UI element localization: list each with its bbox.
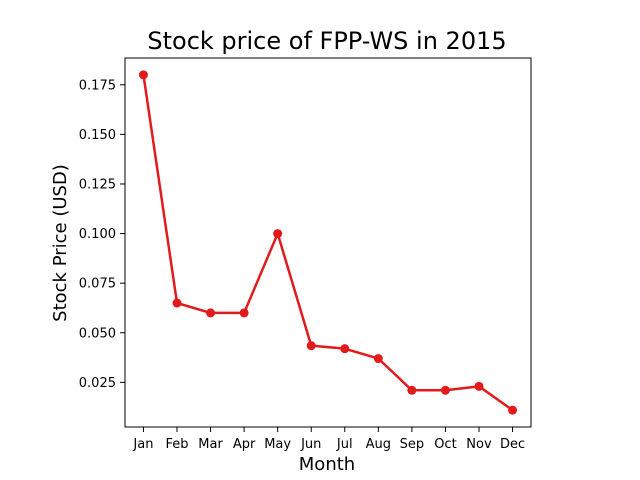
x-tick-label: Sep	[400, 437, 425, 452]
y-axis: 0.025 0.050 0.075 0.100 0.125 0.150 0.175	[79, 78, 125, 391]
x-tick-label: Nov	[466, 437, 492, 452]
data-point	[340, 344, 350, 354]
x-tick-label: Dec	[500, 437, 525, 452]
x-tick-label: Oct	[434, 437, 456, 452]
x-tick-label: Jun	[300, 437, 321, 452]
chart-title: Stock price of FPP-WS in 2015	[147, 27, 506, 55]
x-tick-label: Jul	[336, 437, 353, 452]
data-point	[138, 70, 148, 80]
y-tick-label: 0.025	[79, 376, 116, 391]
data-point	[239, 308, 249, 318]
data-point	[172, 298, 182, 308]
series-price	[138, 70, 518, 415]
data-point	[440, 385, 450, 395]
x-axis-label: Month	[299, 454, 355, 475]
data-point	[474, 381, 484, 391]
plot-frame	[124, 57, 532, 428]
data-point	[206, 308, 216, 318]
x-tick-label: Jan	[132, 437, 153, 452]
x-tick-label: Apr	[233, 437, 256, 452]
series-line	[142, 74, 514, 412]
data-point	[306, 341, 316, 351]
x-axis: Jan Feb Mar Apr May Jun Jul Aug Sep Oct Nov Dec	[132, 427, 525, 452]
x-tick-label: Mar	[198, 437, 223, 452]
data-point	[373, 354, 383, 364]
y-tick-label: 0.150	[79, 128, 116, 143]
x-tick-label: May	[264, 437, 291, 452]
x-tick-label: Feb	[165, 437, 188, 452]
y-tick-label: 0.075	[79, 277, 116, 292]
y-tick-label: 0.125	[79, 177, 116, 192]
data-point	[508, 405, 518, 415]
y-tick-label: 0.050	[79, 326, 116, 341]
plot-area	[124, 57, 532, 428]
data-point	[407, 385, 417, 395]
data-point	[273, 229, 283, 239]
y-tick-label: 0.175	[79, 78, 116, 93]
x-tick-label: Aug	[366, 437, 391, 452]
y-axis-label: Stock Price (USD)	[50, 164, 71, 322]
y-tick-label: 0.100	[79, 227, 116, 242]
